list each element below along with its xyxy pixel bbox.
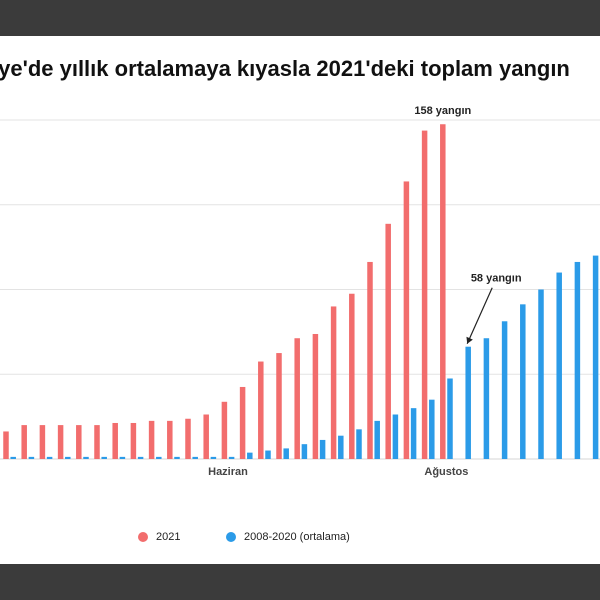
bar-2021-23: [421, 130, 428, 459]
bar-2021-3: [57, 425, 64, 459]
x-tick-label-1: Ağustos: [424, 466, 468, 478]
bar-2021-2: [39, 425, 46, 459]
bar-2021-22: [403, 181, 410, 459]
bar-average-3: [65, 456, 71, 459]
bar-average-27: [501, 321, 508, 459]
bar-2021-5: [94, 425, 100, 459]
bar-average-10: [192, 456, 198, 459]
chart-panel: iye'de yıllık ortalamaya kıyasla 2021'de…: [0, 36, 600, 564]
bar-2021-20: [367, 261, 373, 459]
x-tick-label-0: Haziran: [208, 466, 248, 478]
annotation-label-2021-max: 158 yangın: [414, 105, 471, 117]
bar-2021-8: [148, 420, 155, 459]
bar-2021-10: [185, 418, 191, 459]
bar-2021-6: [112, 422, 118, 459]
bar-average-9: [174, 456, 180, 459]
bar-average-21: [392, 414, 399, 459]
bar-average-24: [447, 378, 453, 459]
bar-2021-11: [203, 414, 209, 459]
bar-average-13: [247, 452, 253, 459]
legend-label-average: 2008-2020 (ortalama): [244, 531, 350, 543]
bar-average-32: [592, 255, 599, 459]
bar-average-6: [119, 456, 126, 459]
bar-average-7: [137, 456, 144, 459]
annotation-arrow-head: [466, 336, 473, 344]
bar-average-4: [83, 456, 89, 459]
bar-2021-19: [349, 293, 355, 459]
bar-average-20: [374, 420, 380, 459]
bar-2021-14: [258, 361, 264, 459]
bar-2021-12: [221, 401, 228, 459]
bar-average-8: [156, 456, 162, 459]
bar-2021-1: [21, 425, 27, 459]
bar-2021-17: [312, 333, 319, 459]
bar-average-5: [101, 456, 107, 459]
bar-2021-13: [239, 386, 246, 459]
bar-2021-24: [440, 124, 446, 460]
legend-item-2021[interactable]: 2021: [138, 531, 180, 543]
bar-average-29: [538, 289, 544, 459]
bar-2021-15: [276, 353, 282, 459]
bar-2021-7: [130, 422, 137, 459]
bar-average-14: [265, 450, 271, 459]
bar-average-28: [520, 304, 526, 459]
bar-2021-18: [330, 306, 337, 459]
bar-average-22: [410, 408, 417, 459]
bar-average-17: [319, 439, 326, 459]
legend-label-2021: 2021: [156, 531, 181, 543]
bar-average-11: [210, 456, 217, 459]
bar-average-12: [228, 456, 235, 459]
bar-average-23: [429, 399, 435, 459]
bar-average-30: [556, 272, 562, 459]
bar-2021-21: [385, 223, 391, 459]
bar-average-26: [483, 338, 490, 459]
bar-average-15: [283, 448, 289, 459]
bar-chart: Haziran Ağustos 158 yangın 58 yangın: [0, 105, 600, 478]
bar-2021-9: [167, 420, 173, 459]
annotation-label-average: 58 yangın: [471, 273, 522, 285]
bar-average-2: [46, 456, 53, 459]
legend-swatch-2021: [138, 532, 148, 542]
bar-average-1: [28, 456, 35, 459]
bar-average-25: [465, 346, 471, 459]
bar-2021-16: [294, 338, 300, 459]
legend-swatch-average: [226, 532, 236, 542]
chart-legend: 2021 2008-2020 (ortalama): [0, 531, 600, 553]
bar-average-18: [338, 435, 344, 459]
bar-average-31: [574, 261, 581, 459]
bar-2021-0: [3, 431, 9, 459]
bar-2021-4: [76, 425, 82, 459]
bar-average-19: [356, 429, 362, 459]
bar-average-0: [10, 456, 16, 459]
legend-item-average[interactable]: 2008-2020 (ortalama): [226, 531, 350, 543]
bar-average-16: [301, 444, 308, 459]
chart-title: iye'de yıllık ortalamaya kıyasla 2021'de…: [0, 56, 570, 81]
annotation-arrow-line: [466, 287, 493, 344]
